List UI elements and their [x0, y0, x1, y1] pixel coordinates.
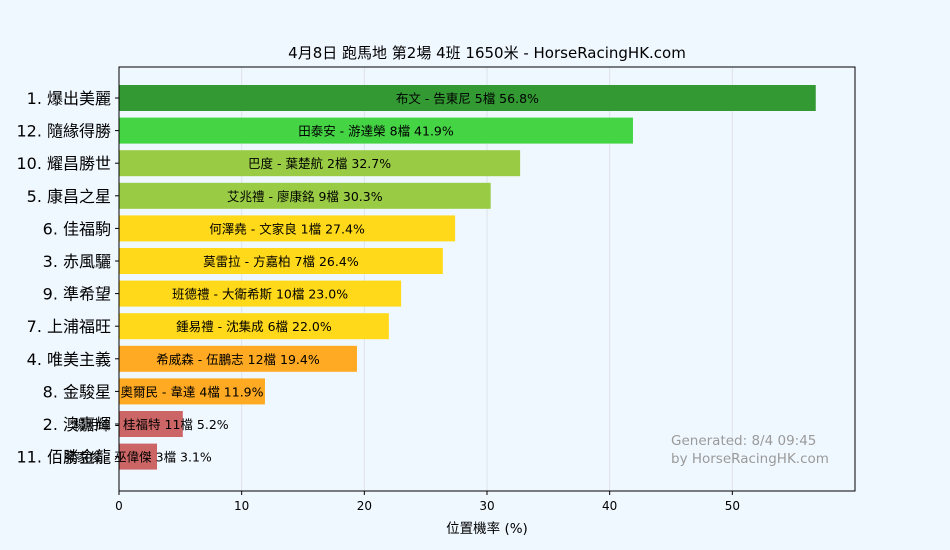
bar-data-label: 希威森 - 伍鵬志 12檔 19.4% — [156, 352, 320, 367]
bar — [119, 85, 816, 111]
bar-data-label: 艾兆禮 - 廖康銘 9檔 30.3% — [227, 189, 383, 204]
y-category-label: 3. 赤風驪 — [43, 252, 111, 271]
x-tick-label: 10 — [234, 499, 249, 513]
bar-data-label: 巴度 - 葉楚航 2檔 32.7% — [248, 156, 391, 171]
bar — [119, 215, 456, 242]
watermark-line: Generated: 8/4 09:45 — [671, 433, 816, 449]
x-axis-label: 位置機率 (%) — [446, 520, 528, 537]
bar — [119, 182, 491, 209]
bar-data-label: 楊明綸 - 桂福特 11檔 5.2% — [73, 417, 229, 432]
x-tick-label: 20 — [357, 499, 372, 513]
x-tick-label: 40 — [602, 499, 617, 513]
bar-data-label: 莫雷拉 - 方嘉柏 7檔 26.4% — [203, 254, 359, 269]
y-category-label: 12. 隨緣得勝 — [16, 122, 111, 141]
bar-data-label: 布文 - 告東尼 5檔 56.8% — [396, 91, 539, 106]
bar-data-label: 奧爾民 - 韋達 4檔 11.9% — [120, 384, 263, 399]
bar — [119, 280, 402, 307]
y-category-label: 8. 金駿星 — [43, 382, 111, 401]
y-category-label: 9. 準希望 — [43, 285, 111, 304]
bar — [119, 150, 521, 177]
y-category-label: 1. 爆出美麗 — [27, 89, 111, 108]
bar — [119, 117, 633, 144]
y-category-label: 11. 佰勝金龍 — [16, 448, 111, 467]
x-tick-label: 0 — [115, 499, 123, 513]
chart-title: 4月8日 跑馬地 第2場 4班 1650米 - HorseRacingHK.co… — [288, 44, 686, 62]
watermark-line: by HorseRacingHK.com — [671, 451, 829, 467]
y-category-label: 4. 唯美主義 — [27, 350, 111, 369]
bar-data-label: 田泰安 - 游達榮 8檔 41.9% — [298, 124, 454, 139]
bar — [119, 313, 389, 340]
bar-data-label: 何澤堯 - 文家良 1檔 27.4% — [209, 221, 365, 236]
bar — [119, 378, 265, 405]
y-category-label: 6. 佳福駒 — [43, 219, 111, 238]
y-category-label: 2. 澳嘉輝 — [43, 415, 111, 434]
y-category-label: 5. 康昌之星 — [27, 187, 111, 206]
y-category-label: 10. 耀昌勝世 — [16, 154, 111, 173]
bar — [119, 345, 357, 372]
bar-data-label: 梁家俊 - 巫偉傑 3檔 3.1% — [64, 450, 212, 465]
bar — [119, 443, 158, 470]
bar — [119, 248, 443, 274]
x-tick-label: 30 — [479, 499, 494, 513]
x-tick-label: 50 — [725, 499, 740, 513]
bar-data-label: 鍾易禮 - 沈集成 6檔 22.0% — [176, 319, 332, 334]
y-category-label: 7. 上浦福旺 — [27, 317, 111, 336]
bar-data-label: 班德禮 - 大衛希斯 10檔 23.0% — [172, 287, 348, 302]
bar — [119, 411, 183, 437]
